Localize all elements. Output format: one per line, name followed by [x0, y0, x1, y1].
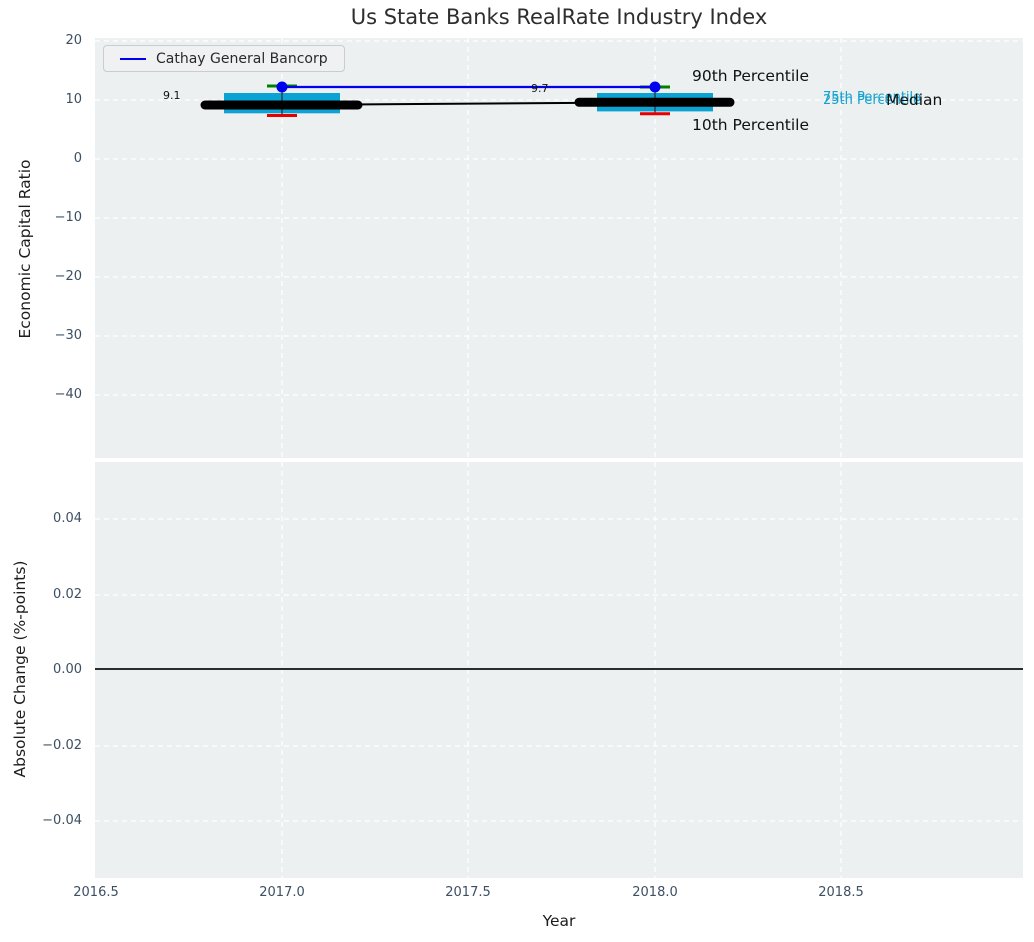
bottom-vertical-gridlines	[281, 462, 842, 878]
p90-annotation: 90th Percentile	[692, 67, 810, 85]
median-annotation: Median	[886, 91, 943, 109]
legend: Cathay General Bancorp	[103, 45, 345, 72]
top-ytick-20: 20	[65, 33, 82, 48]
top-plot-canvas	[95, 38, 1023, 458]
x-axis-label: Year	[542, 912, 576, 930]
p75-annotation: 75th Percentile	[823, 90, 922, 105]
bottom-ytick-004: 0.04	[53, 511, 82, 526]
p10-annotation: 10th Percentile	[692, 116, 810, 134]
top-ytick-0: 0	[73, 151, 82, 166]
xtick-2018-5: 2018.5	[818, 885, 864, 900]
xtick-2018-0: 2018.0	[632, 885, 678, 900]
xtick-2017-0: 2017.0	[259, 885, 305, 900]
top-ytick-n20: −20	[54, 269, 82, 284]
bottom-ytick-n002: −0.02	[42, 738, 82, 753]
median-value-label-2018: 9.7	[531, 82, 549, 95]
bottom-y-axis-label: Absolute Change (%-points)	[11, 560, 29, 778]
company-marker-2018	[649, 81, 661, 93]
top-ytick-n30: −30	[54, 328, 82, 343]
p25-annotation: 25th Percentile	[823, 93, 922, 108]
company-marker-2017	[276, 81, 288, 93]
xtick-2017-5: 2017.5	[445, 885, 491, 900]
chart-title: Us State Banks RealRate Industry Index	[350, 5, 768, 29]
top-y-axis-label: Economic Capital Ratio	[16, 159, 34, 339]
bottom-ytick-n004: −0.04	[42, 813, 82, 828]
top-ytick-10: 10	[65, 92, 82, 107]
top-plot-area	[95, 38, 1023, 458]
bottom-horizontal-gridlines	[95, 518, 1023, 822]
median-value-label-2017: 9.1	[163, 89, 181, 102]
top-vertical-gridlines	[281, 38, 842, 458]
legend-series-label: Cathay General Bancorp	[156, 50, 328, 67]
bottom-ytick-000: 0.00	[53, 662, 82, 677]
bottom-plot-canvas	[95, 462, 1023, 878]
bottom-plot-area	[95, 462, 1023, 878]
xtick-2016-5: 2016.5	[73, 885, 119, 900]
bottom-ytick-002: 0.02	[53, 587, 82, 602]
legend-line-swatch	[120, 57, 146, 60]
top-ytick-n10: −10	[54, 210, 82, 225]
top-ytick-n40: −40	[54, 387, 82, 402]
